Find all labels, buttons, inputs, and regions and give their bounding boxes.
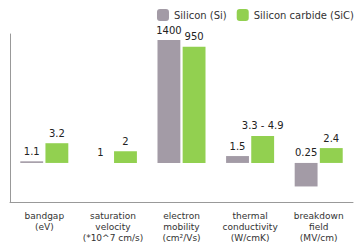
- svg-text:1.5: 1.5: [230, 141, 246, 152]
- svg-text:950: 950: [185, 31, 204, 42]
- svg-text:0.25: 0.25: [295, 147, 317, 158]
- svg-text:electron: electron: [163, 211, 200, 221]
- svg-text:3.3 - 4.9: 3.3 - 4.9: [242, 120, 284, 131]
- svg-text:bandgap: bandgap: [25, 211, 65, 221]
- svg-text:(cm²/Vs): (cm²/Vs): [162, 233, 200, 243]
- svg-text:1: 1: [97, 147, 103, 158]
- svg-text:2: 2: [122, 136, 128, 147]
- svg-text:2.4: 2.4: [323, 133, 339, 144]
- svg-text:breakdown: breakdown: [294, 211, 344, 221]
- svg-text:1.1: 1.1: [24, 146, 40, 157]
- svg-text:(*10^7 cm/s): (*10^7 cm/s): [83, 233, 144, 243]
- svg-text:(MV/cm): (MV/cm): [300, 233, 338, 243]
- svg-text:mobility: mobility: [163, 222, 200, 232]
- svg-text:Silicon carbide (SiC): Silicon carbide (SiC): [254, 10, 354, 21]
- svg-text:1400: 1400: [156, 25, 181, 36]
- svg-text:field: field: [309, 222, 328, 232]
- svg-text:Silicon (Si): Silicon (Si): [174, 10, 227, 21]
- svg-text:velocity: velocity: [95, 222, 131, 232]
- svg-text:saturation: saturation: [90, 211, 136, 221]
- svg-text:3.2: 3.2: [49, 128, 65, 139]
- svg-text:conductivity: conductivity: [222, 222, 278, 232]
- svg-text:thermal: thermal: [233, 211, 268, 221]
- svg-text:(eV): (eV): [35, 222, 54, 232]
- svg-text:(W/cmK): (W/cmK): [231, 233, 270, 243]
